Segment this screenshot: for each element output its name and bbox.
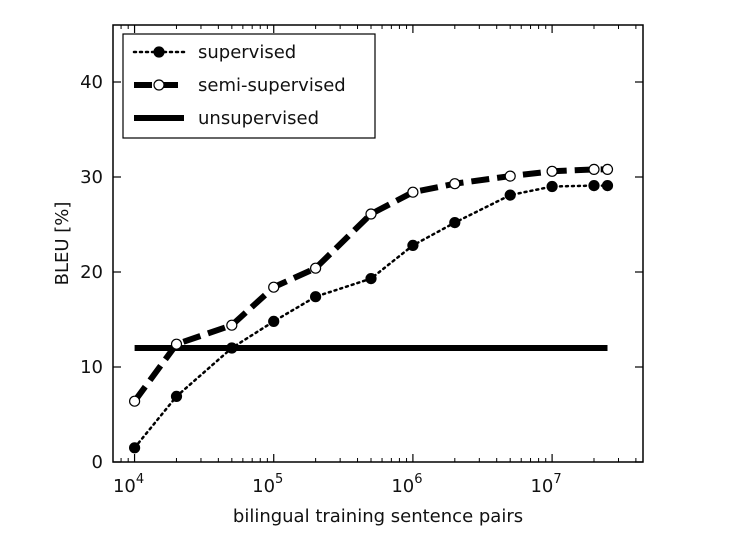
data-point-semi-supervised [601,163,614,175]
y-tick-label: 20 [80,262,103,283]
data-point-supervised [365,273,377,285]
x-axis-label: bilingual training sentence pairs [233,506,523,527]
y-tick-label: 30 [80,167,103,188]
data-point-semi-supervised [365,208,377,220]
legend-label: unsupervised [198,108,319,129]
data-point-semi-supervised [310,262,322,274]
x-tick-label: 105 [252,472,283,497]
legend-label: semi-supervised [198,75,346,96]
data-point-semi-supervised [170,338,183,350]
legend-label: supervised [198,42,296,63]
y-axis-label: BLEU [%] [52,202,73,286]
x-tick-label: 107 [530,472,561,497]
data-point-semi-supervised [504,170,516,182]
series-line-supervised [133,184,609,450]
data-point-semi-supervised [449,178,461,190]
data-point-supervised [226,342,238,354]
data-point-supervised [310,291,322,303]
y-tick-label: 40 [80,72,103,93]
legend: supervised semi-supervised unsupervised [122,33,376,139]
data-point-supervised [449,217,461,229]
data-point-supervised [170,390,183,402]
legend-marker-semi-supervised [153,79,165,91]
series-line-semi-supervised [132,166,608,403]
data-point-supervised [601,180,614,192]
data-point-supervised [546,180,558,193]
x-tick-label: 106 [391,472,422,497]
data-point-supervised [407,239,419,251]
plot-area [129,163,614,454]
axis-ticks: 0 10 20 30 40 104 105 106 107 [80,25,643,497]
x-tick-label: 104 [113,472,144,497]
y-tick-label: 10 [80,357,103,378]
data-point-supervised [588,180,600,192]
data-point-supervised [129,442,141,454]
data-point-semi-supervised [268,281,280,293]
plot-frame [112,24,644,463]
data-point-supervised [268,315,280,327]
y-tick-label: 0 [92,452,103,473]
data-point-semi-supervised [588,163,600,175]
data-point-semi-supervised [407,186,419,198]
data-point-semi-supervised [129,395,141,407]
data-point-semi-supervised [546,165,558,177]
legend-marker-supervised [153,46,165,58]
data-point-supervised [504,189,516,201]
data-point-semi-supervised [226,319,238,331]
